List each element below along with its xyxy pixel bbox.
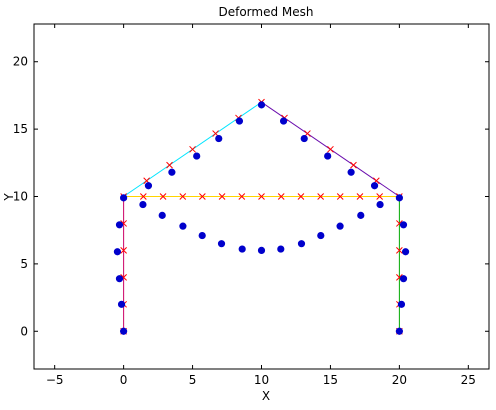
deformed-node-marker xyxy=(336,222,344,230)
x-axis-label: X xyxy=(262,389,270,403)
x-tick-label: 15 xyxy=(323,373,338,387)
deformed-node-marker xyxy=(257,101,266,109)
undeformed-node-marker xyxy=(376,193,384,200)
deformed-node-marker xyxy=(397,300,406,308)
deformed-node-marker xyxy=(117,300,126,308)
undeformed-node-marker xyxy=(317,193,325,200)
x-tick-label: 25 xyxy=(461,373,476,387)
undeformed-node-marker xyxy=(189,145,196,153)
deformed-node-marker xyxy=(198,231,206,240)
deformed-node-marker xyxy=(238,245,246,253)
undeformed-node-marker xyxy=(166,161,173,169)
undeformed-node-marker xyxy=(179,193,187,200)
deformed-node-marker xyxy=(399,275,408,283)
y-tick-label: 5 xyxy=(20,257,28,271)
deformed-node-marker xyxy=(395,327,403,335)
deformed-node-marker xyxy=(120,327,128,335)
deformed-node-marker xyxy=(257,246,266,255)
x-tick-label: 20 xyxy=(392,373,407,387)
deformed-node-marker xyxy=(217,240,226,248)
deformed-node-marker xyxy=(347,168,355,176)
deformed-node-marker xyxy=(193,152,201,160)
undeformed-node-marker xyxy=(356,193,364,200)
deformed-node-marker xyxy=(115,275,124,283)
deformed-node-marker xyxy=(376,200,384,209)
x-tick-label: 5 xyxy=(189,373,197,387)
deformed-node-marker xyxy=(158,211,166,219)
deformed-node-marker xyxy=(279,117,288,125)
deformed-node-marker xyxy=(370,182,379,190)
chart-title: Deformed Mesh xyxy=(218,5,313,19)
deformed-node-marker xyxy=(120,194,128,202)
undeformed-node-marker xyxy=(258,193,265,200)
undeformed-node-marker xyxy=(297,193,305,200)
deformed-node-marker xyxy=(277,245,285,253)
axis-ticks: −5 0 5 10 15 20 25 0 5 10 15 20 xyxy=(13,24,489,387)
y-tick-label: 0 xyxy=(20,324,28,338)
deformed-node-marker xyxy=(401,248,410,256)
deformed-node-marker xyxy=(139,200,147,209)
deformed-node-marker xyxy=(399,221,408,229)
deformed-node-marker xyxy=(324,152,332,160)
deformed-node-marker xyxy=(297,240,306,248)
deformed-node-marker xyxy=(235,117,244,125)
deformed-node-marker xyxy=(215,134,223,143)
undeformed-node-marker xyxy=(218,193,226,200)
deformed-node-marker xyxy=(317,231,325,240)
deformed-node-marker xyxy=(300,134,308,143)
undeformed-node-marker xyxy=(327,145,334,153)
deformed-node-marker xyxy=(115,221,124,229)
undeformed-node-marker xyxy=(120,247,127,254)
undeformed-node-marker xyxy=(277,193,285,200)
undeformed-node-marker xyxy=(336,193,344,200)
deformed-node-marker xyxy=(168,168,176,176)
undeformed-node-marker xyxy=(198,193,206,200)
x-tick-label: −5 xyxy=(46,373,64,387)
y-axis-label: Y xyxy=(2,193,16,202)
y-tick-label: 15 xyxy=(13,122,28,136)
undeformed-node-marker xyxy=(159,193,167,200)
undeformed-node-marker xyxy=(238,193,246,200)
deformed-node-marker xyxy=(395,194,403,202)
deformed-node-marker xyxy=(179,222,187,230)
plot-area xyxy=(113,98,410,335)
undeformed-node-marker xyxy=(396,247,403,254)
deformed-node-marker xyxy=(144,182,153,190)
undeformed-node-marker xyxy=(139,193,147,200)
y-tick-label: 10 xyxy=(13,190,28,204)
undeformed-node-marker xyxy=(350,161,357,169)
deformed-node-marker xyxy=(357,211,365,219)
deformed-node-marker xyxy=(113,248,122,256)
y-tick-label: 20 xyxy=(13,55,28,69)
x-tick-label: 10 xyxy=(254,373,269,387)
x-tick-label: 0 xyxy=(120,373,128,387)
